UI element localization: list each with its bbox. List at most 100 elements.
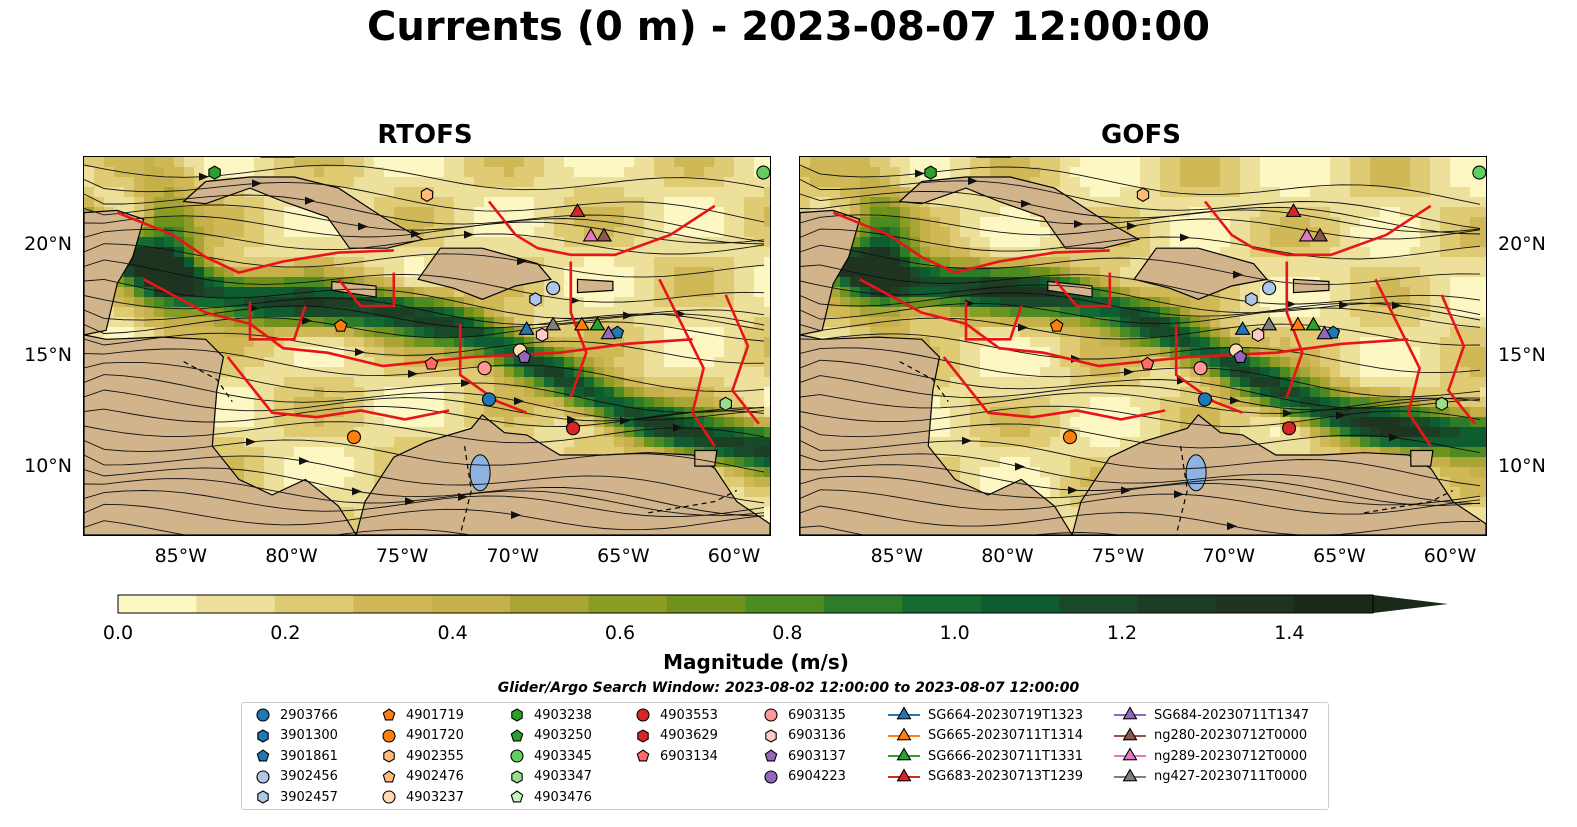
- legend-label: SG664-20230719T1323: [928, 707, 1084, 723]
- colorbar-tick-label: 1.2: [1106, 622, 1138, 644]
- main-title: Currents (0 m) - 2023-08-07 12:00:00: [367, 4, 1210, 50]
- legend-symbol-icon: [382, 790, 396, 804]
- colorbar-cell: [902, 595, 982, 613]
- colorbar-cell: [118, 595, 197, 613]
- legend-item: ng280-20230712T0000: [1114, 726, 1307, 746]
- legend-item: 6903136: [762, 726, 846, 746]
- colorbar-label: Magnitude (m/s): [663, 650, 849, 674]
- legend-label: SG683-20230713T1239: [928, 769, 1084, 784]
- search-window-text: Glider/Argo Search Window: 2023-08-02 12…: [497, 680, 1080, 696]
- legend-label: 4903476: [534, 789, 592, 805]
- marker-4901719: [333, 318, 348, 332]
- marker-4902355: [1136, 187, 1150, 202]
- legend-label: 4903347: [534, 769, 592, 784]
- marker-4901720: [346, 430, 362, 445]
- legend-item: 4903553: [634, 705, 718, 725]
- legend-item: 4901720: [380, 726, 464, 746]
- colorbar-cell: [274, 595, 354, 613]
- lon-tick-label: 60°W: [1423, 545, 1477, 567]
- legend-item: SG683-20230713T1239: [888, 767, 1083, 787]
- legend-label: 4902355: [406, 748, 464, 764]
- lat-tick-label: 10°N: [24, 455, 72, 478]
- colorbar-cell: [196, 595, 276, 613]
- marker-6903134: [1140, 356, 1155, 370]
- legend-symbol-icon: [256, 769, 270, 784]
- lon-tick-label: 65°W: [1313, 545, 1366, 567]
- legend-label: 4903238: [534, 707, 592, 723]
- marker-ng427-20230711T0000: [1261, 316, 1278, 331]
- legend-item: SG684-20230711T1347: [1114, 705, 1309, 725]
- legend-label: 4901719: [406, 707, 464, 723]
- marker-6903136: [535, 327, 549, 343]
- colorbar-cell: [980, 595, 1060, 613]
- legend-symbol-icon: [257, 790, 269, 804]
- colorbar-tick-label: 0.2: [270, 622, 301, 644]
- legend-symbol-icon: [382, 708, 396, 721]
- lon-tick-label: 85°W: [870, 545, 924, 567]
- legend-item: SG664-20230719T1323: [888, 705, 1083, 725]
- marker-4903553: [566, 421, 581, 436]
- legend-label: 6903136: [788, 728, 846, 743]
- marker-2903766: [481, 392, 497, 407]
- legend-label: 3901861: [280, 748, 338, 764]
- marker-3901861: [610, 325, 625, 339]
- marker-SG665-20230711T1314: [573, 316, 590, 331]
- marker-ng289-20230712T0000: [582, 227, 599, 242]
- legend-symbol-icon: [256, 749, 270, 762]
- marker-SG684-20230711T1347: [600, 325, 617, 340]
- legend-label: 3901300: [280, 728, 338, 743]
- legend-label: 6903137: [788, 748, 846, 764]
- marker-4902355: [420, 187, 434, 202]
- legend-item: 4902476: [380, 767, 464, 787]
- legend-label: ng427-20230711T0000: [1154, 769, 1308, 784]
- legend-label: 4903237: [406, 789, 464, 805]
- lon-tick-label: 70°W: [486, 545, 539, 567]
- legend-symbol-icon: [1114, 767, 1146, 781]
- colorbar-cell: [1137, 595, 1217, 613]
- colorbar-tick-label: 1.0: [939, 622, 970, 644]
- marker-6903135: [1193, 361, 1208, 376]
- lat-tick-label: 20°N: [1498, 232, 1546, 255]
- legend-symbol-icon: [764, 769, 778, 784]
- lon-tick-label: 70°W: [1202, 545, 1255, 567]
- colorbar-cell: [823, 595, 903, 613]
- marker-SG665-20230711T1314: [1289, 316, 1306, 331]
- colorbar-tick-label: 0.6: [604, 622, 636, 644]
- legend-symbol-icon: [382, 728, 396, 743]
- legend-symbol-icon: [383, 749, 395, 763]
- marker-SG683-20230713T1239: [1285, 203, 1302, 217]
- lat-tick-label: 20°N: [24, 232, 72, 255]
- marker-SG683-20230713T1239: [569, 203, 586, 217]
- colorbar: [117, 594, 1448, 614]
- legend-label: 2903766: [280, 707, 338, 723]
- legend-symbol-icon: [888, 726, 920, 740]
- marker-SG664-20230719T1323: [1234, 321, 1251, 335]
- legend: 2903766 3901300 3901861 3902456 3902457 49017…: [241, 702, 1329, 810]
- lon-tick-label: 65°W: [597, 545, 650, 567]
- marker-4903345: [756, 165, 770, 180]
- legend-item: 4903476: [508, 787, 592, 807]
- lat-tick-label: 15°N: [1498, 344, 1546, 367]
- legend-symbol-icon: [511, 769, 523, 784]
- legend-item: ng427-20230711T0000: [1114, 767, 1307, 787]
- colorbar-cell: [510, 595, 590, 613]
- legend-label: 4903250: [534, 728, 592, 743]
- marker-4903553: [1282, 421, 1297, 436]
- colorbar-tick-label: 0.8: [772, 622, 803, 644]
- legend-item: 3901300: [254, 726, 338, 746]
- legend-item: 4901719: [380, 705, 464, 725]
- panel-title-gofs: GOFS: [1101, 120, 1181, 150]
- legend-symbol-icon: [510, 790, 524, 803]
- legend-item: 4903237: [380, 787, 464, 807]
- legend-item: 3902456: [254, 767, 338, 787]
- legend-symbol-icon: [888, 767, 920, 781]
- map-canvas-gofs: [800, 157, 1486, 535]
- legend-item: 6903134: [634, 746, 718, 766]
- marker-3902456: [1262, 281, 1277, 296]
- marker-4903345: [1472, 165, 1486, 180]
- legend-label: 4901720: [406, 728, 464, 743]
- lat-tick-label: 15°N: [24, 344, 72, 367]
- legend-item: 6903137: [762, 746, 846, 766]
- marker-4901720: [1062, 430, 1078, 445]
- marker-6903137: [1233, 349, 1248, 363]
